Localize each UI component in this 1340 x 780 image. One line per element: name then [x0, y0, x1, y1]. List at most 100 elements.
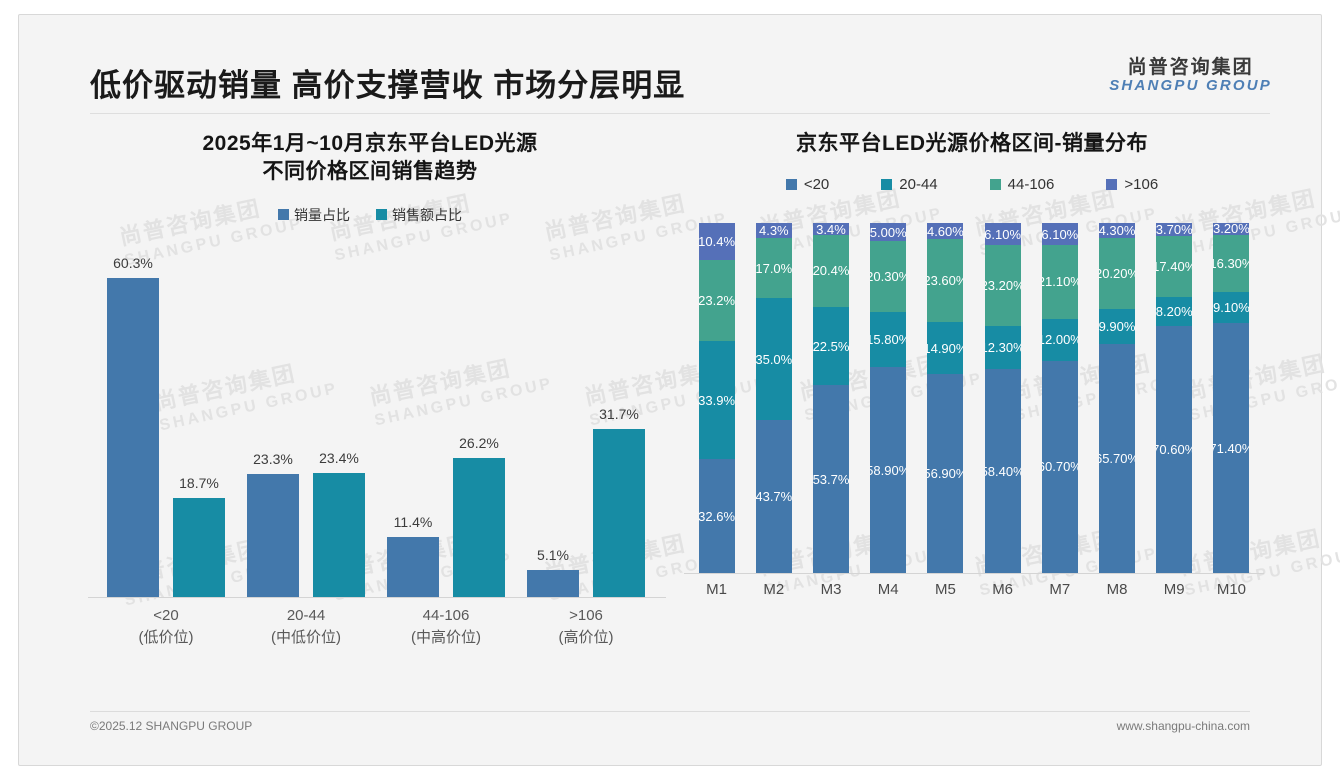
stack-segment[interactable]: 20.20%	[1099, 238, 1136, 309]
stack-segment[interactable]: 8.20%	[1156, 297, 1193, 326]
stack-segment[interactable]: 3.4%	[813, 223, 849, 236]
stack-segment[interactable]: 12.00%	[1041, 318, 1078, 361]
stack-segment[interactable]: 21.10%	[1041, 244, 1078, 319]
stack-segment-label: 17.0%	[755, 260, 792, 276]
stack-segment[interactable]: 9.90%	[1099, 309, 1136, 344]
stacked-bar-column[interactable]: 5.00% 20.30% 15.80% 58.90%	[860, 223, 917, 574]
left-legend-item[interactable]: 销售额占比	[376, 205, 462, 225]
stack-segment[interactable]: 6.10%	[1041, 223, 1078, 245]
stack-segment[interactable]: 32.6%	[698, 459, 735, 574]
stack-segment[interactable]: 16.30%	[1213, 234, 1250, 292]
bar-column[interactable]: 26.2%	[453, 253, 505, 597]
bar-rect[interactable]	[593, 428, 645, 597]
stacked-bar[interactable]: 6.10% 21.10% 12.00% 60.70%	[1041, 223, 1078, 573]
stack-segment[interactable]: 5.00%	[870, 223, 907, 241]
stack-segment[interactable]: 17.40%	[1156, 236, 1193, 298]
stacked-bar[interactable]: 6.10% 23.20% 12.30% 58.40%	[984, 223, 1021, 574]
stacked-bar-column[interactable]: 4.30% 20.20% 9.90% 65.70%	[1088, 223, 1145, 574]
stack-segment-label: 58.90%	[870, 462, 906, 478]
stack-segment[interactable]: 3.20%	[1213, 223, 1250, 235]
stack-segment-label: 8.20%	[1156, 304, 1193, 320]
x-axis-tick-label: 20-44 (中低价位)	[236, 605, 376, 650]
stack-segment[interactable]: 14.90%	[927, 322, 964, 375]
stack-segment-label: 20.4%	[813, 263, 849, 279]
stacked-bar-column[interactable]: 6.10% 23.20% 12.30% 58.40%	[974, 223, 1031, 574]
stack-segment[interactable]: 20.4%	[813, 235, 849, 307]
stack-segment[interactable]: 23.20%	[984, 244, 1021, 326]
stacked-bar[interactable]: 3.20% 16.30% 9.10% 71.40%	[1213, 223, 1250, 574]
bar-column[interactable]: 11.4%	[387, 253, 439, 597]
stack-segment[interactable]: 17.0%	[755, 238, 792, 298]
bar-rect[interactable]	[173, 497, 225, 597]
stacked-bar[interactable]: 4.30% 20.20% 9.90% 65.70%	[1099, 223, 1136, 574]
x-tick-sublabel: (中低价位)	[271, 629, 341, 647]
stack-segment[interactable]: 4.60%	[927, 223, 964, 240]
stacked-bar-column[interactable]: 3.4% 20.4% 22.5% 53.7%	[802, 223, 859, 574]
stack-segment[interactable]: 58.90%	[870, 367, 907, 574]
stack-segment[interactable]: 23.2%	[698, 259, 735, 341]
bar-rect[interactable]	[527, 569, 579, 597]
x-tick-range: >106	[569, 606, 603, 624]
bar-rect[interactable]	[247, 473, 299, 597]
stacked-bar-column[interactable]: 6.10% 21.10% 12.00% 60.70%	[1031, 223, 1088, 573]
stack-segment[interactable]: 58.40%	[984, 368, 1021, 574]
stacked-bar-column[interactable]: 4.60% 23.60% 14.90% 56.90%	[917, 223, 974, 574]
stack-segment[interactable]: 53.7%	[813, 385, 849, 574]
stack-segment[interactable]: 70.60%	[1156, 325, 1193, 573]
stack-segment-label: 23.60%	[927, 273, 963, 289]
stack-segment[interactable]: 43.7%	[755, 420, 792, 574]
right-legend-label: <20	[803, 176, 830, 194]
bar-column[interactable]: 23.4%	[313, 253, 365, 597]
bar-column[interactable]: 18.7%	[173, 253, 225, 597]
bar-column[interactable]: 5.1%	[527, 253, 579, 597]
stack-segment[interactable]: 71.40%	[1213, 323, 1250, 574]
bar-column[interactable]: 31.7%	[593, 253, 645, 597]
stacked-bar-column[interactable]: 3.20% 16.30% 9.10% 71.40%	[1203, 223, 1260, 574]
stacked-bar-column[interactable]: 3.70% 17.40% 8.20% 70.60%	[1146, 223, 1203, 573]
slide-canvas	[30, 26, 1310, 754]
right-legend-item[interactable]: <20	[785, 176, 830, 194]
stack-segment[interactable]: 15.80%	[870, 311, 907, 368]
bar-rect[interactable]	[313, 472, 365, 597]
stacked-bar-column[interactable]: 10.4% 23.2% 33.9% 32.6%	[688, 223, 745, 574]
stack-segment[interactable]: 56.90%	[927, 374, 964, 574]
x-axis-tick-label: M10	[1216, 581, 1247, 599]
stacked-bar[interactable]: 3.4% 20.4% 22.5% 53.7%	[813, 223, 849, 574]
left-legend-item[interactable]: 销量占比	[278, 205, 350, 225]
stack-segment[interactable]: 6.10%	[984, 223, 1021, 245]
stack-segment[interactable]: 3.70%	[1156, 223, 1193, 237]
stack-segment-label: 4.30%	[1099, 223, 1136, 239]
bar-rect[interactable]	[387, 536, 439, 597]
bar-group: 23.3% 23.4%	[236, 253, 376, 597]
right-legend-item[interactable]: 44-106	[989, 176, 1054, 193]
stack-segment[interactable]: 22.5%	[813, 306, 849, 386]
right-chart-legend: <20 20-44 44-106 >106	[672, 176, 1272, 193]
bar-value-label: 31.7%	[599, 405, 639, 422]
stack-segment[interactable]: 4.3%	[755, 223, 792, 239]
stack-segment[interactable]: 65.70%	[1099, 343, 1136, 574]
stack-segment[interactable]: 23.60%	[927, 239, 964, 323]
stack-segment[interactable]: 4.30%	[1099, 223, 1136, 239]
bar-column[interactable]: 60.3%	[107, 253, 159, 597]
stack-segment[interactable]: 33.9%	[698, 340, 735, 460]
left-legend-label: 销售额占比	[392, 206, 462, 223]
bar-rect[interactable]	[107, 277, 159, 597]
right-legend-item[interactable]: >106	[1106, 176, 1158, 193]
bar-column[interactable]: 23.3%	[247, 253, 299, 597]
x-tick-sublabel: (高价位)	[558, 629, 614, 647]
stack-segment[interactable]: 12.30%	[984, 325, 1021, 369]
stacked-bar[interactable]: 10.4% 23.2% 33.9% 32.6%	[698, 223, 735, 574]
stack-segment[interactable]: 9.10%	[1213, 291, 1250, 324]
stack-segment[interactable]: 60.70%	[1041, 360, 1078, 573]
stack-segment-label: 15.80%	[870, 332, 906, 348]
stacked-bar[interactable]: 3.70% 17.40% 8.20% 70.60%	[1156, 223, 1193, 573]
stack-segment[interactable]: 20.30%	[870, 240, 907, 312]
stacked-bar[interactable]: 4.3% 17.0% 35.0% 43.7%	[755, 223, 792, 574]
stacked-bar[interactable]: 5.00% 20.30% 15.80% 58.90%	[870, 223, 907, 574]
stacked-bar-column[interactable]: 4.3% 17.0% 35.0% 43.7%	[745, 223, 802, 574]
right-legend-item[interactable]: 20-44	[881, 176, 938, 193]
stack-segment[interactable]: 10.4%	[698, 223, 735, 260]
stacked-bar[interactable]: 4.60% 23.60% 14.90% 56.90%	[927, 223, 964, 574]
stack-segment[interactable]: 35.0%	[755, 297, 792, 421]
bar-rect[interactable]	[453, 457, 505, 597]
